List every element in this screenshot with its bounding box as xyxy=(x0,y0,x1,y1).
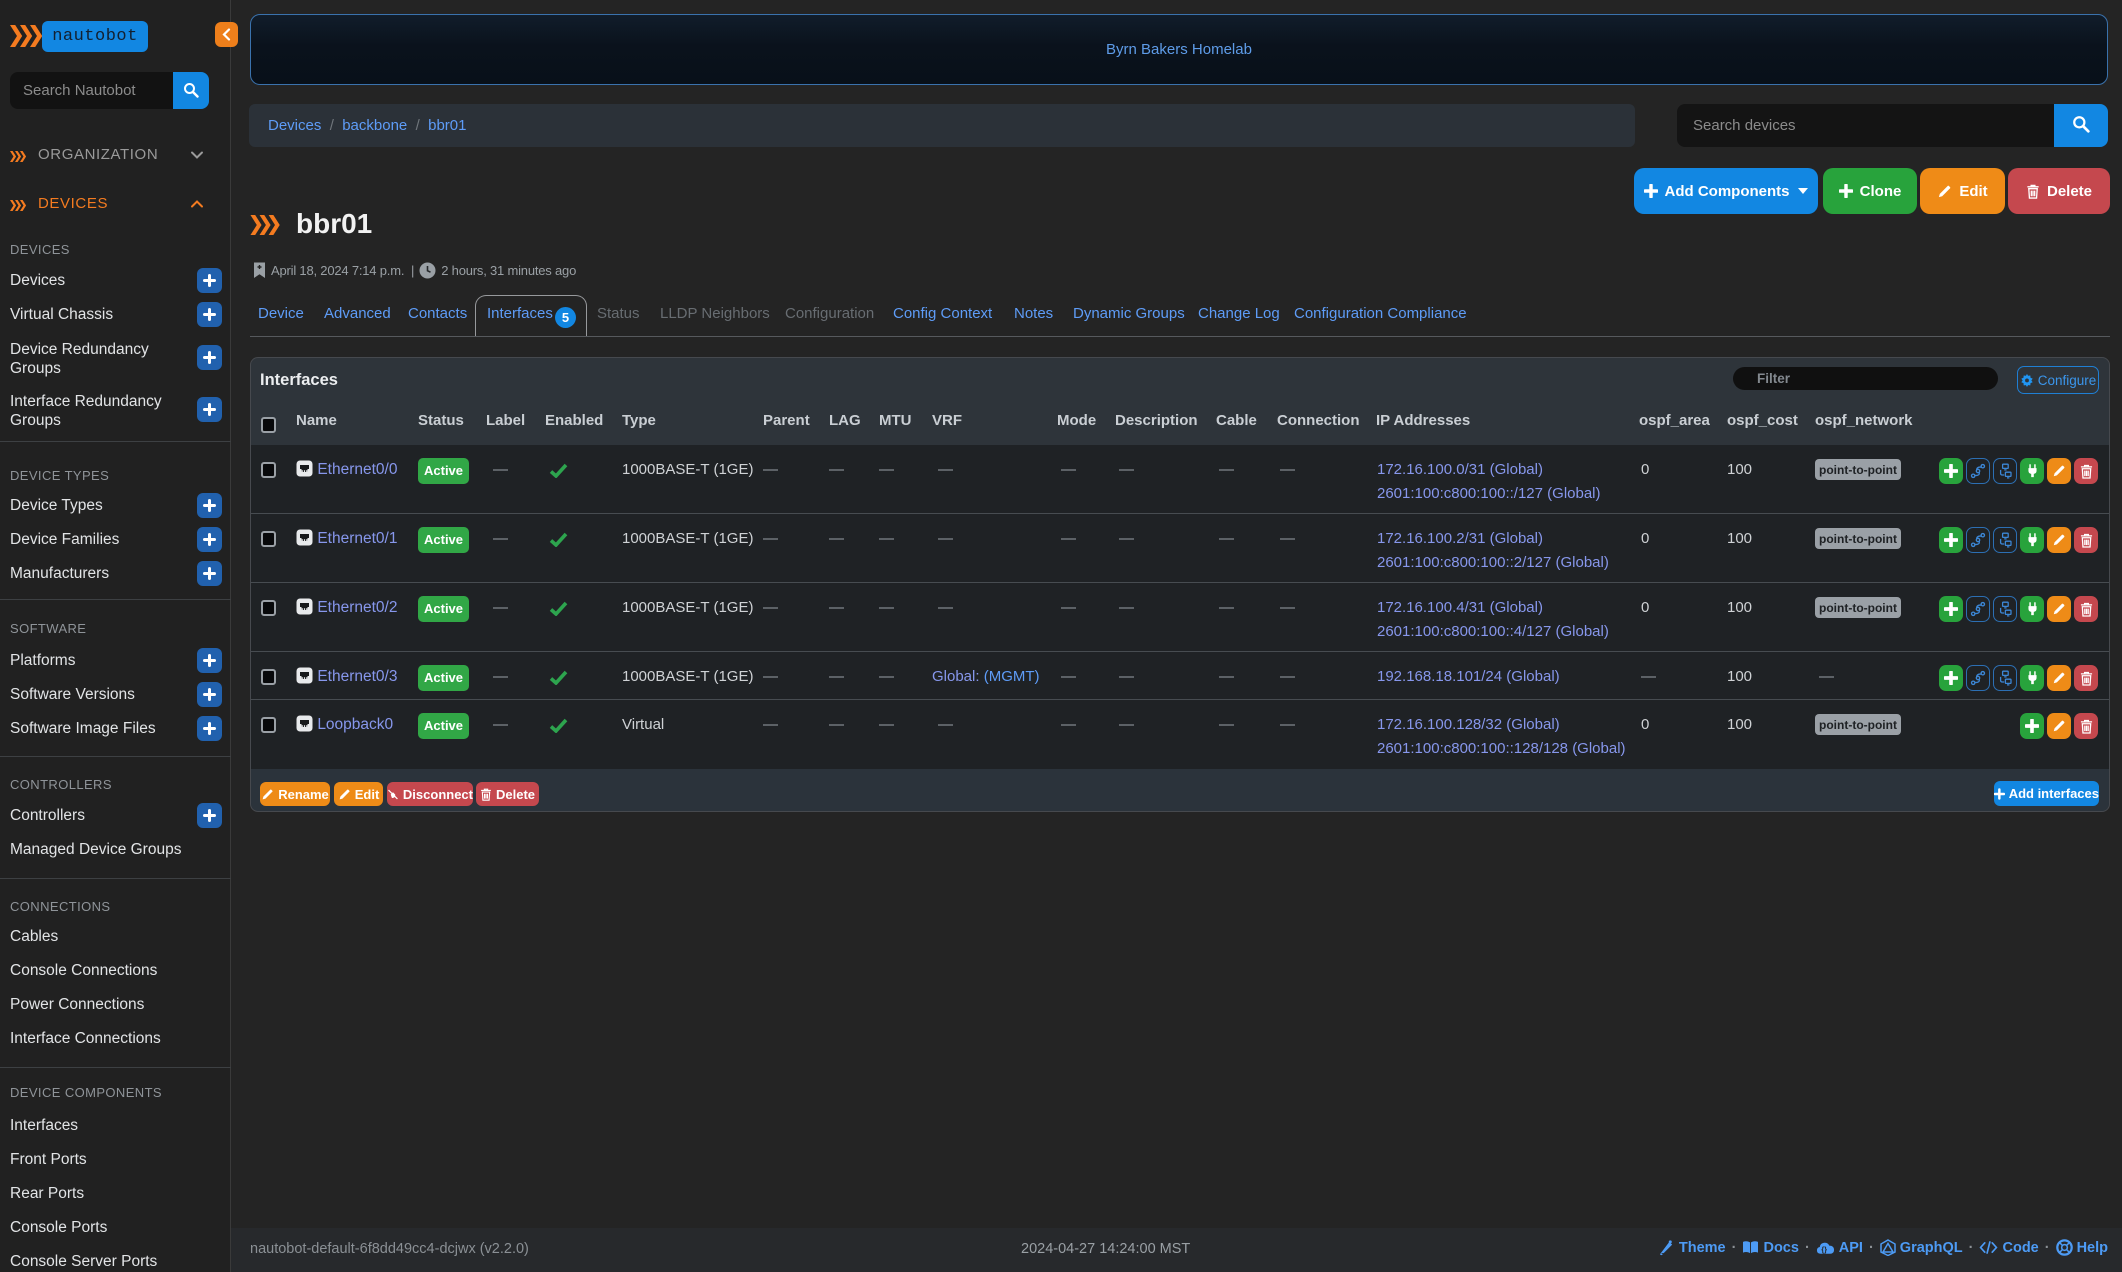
svg-text:{}: {} xyxy=(1821,1244,1827,1253)
